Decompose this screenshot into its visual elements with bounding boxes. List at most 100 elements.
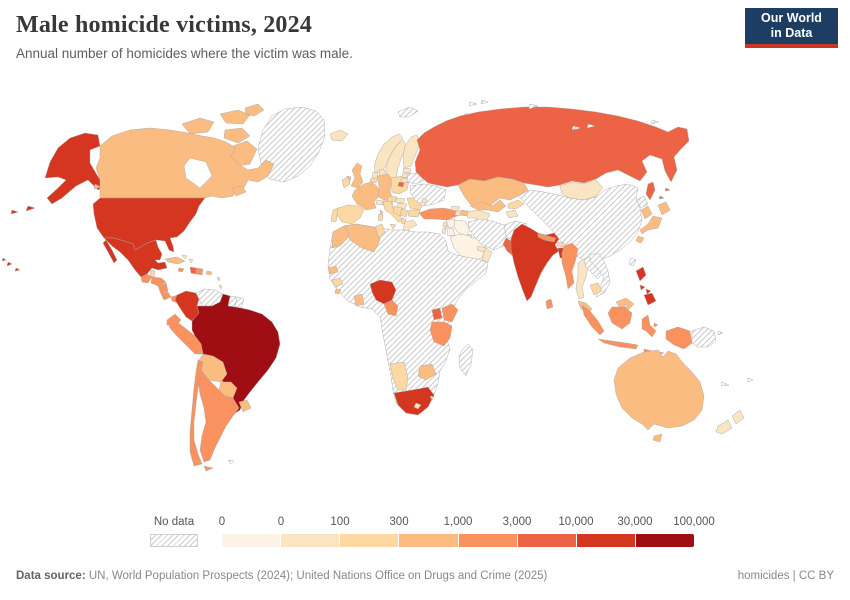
country-nicaragua[interactable]	[157, 282, 169, 295]
legend-bin-6[interactable]	[576, 534, 636, 547]
country-north-korea[interactable]	[635, 195, 649, 209]
country-bahamas[interactable]	[181, 254, 194, 264]
license-note[interactable]: homicides | CC BY	[738, 570, 834, 582]
country-lesser-antilles[interactable]	[216, 276, 223, 290]
country-ukraine[interactable]	[409, 183, 447, 207]
country-belize[interactable]	[149, 269, 156, 278]
country-netherlands[interactable]	[371, 171, 379, 179]
region-africa-no-data[interactable]	[327, 223, 489, 416]
country-fiji[interactable]	[747, 377, 754, 383]
country-newfoundland[interactable]	[93, 183, 247, 197]
country-honduras[interactable]	[150, 276, 167, 287]
country-algeria[interactable]	[343, 223, 381, 253]
country-new-caledonia[interactable]	[720, 381, 730, 387]
country-canada[interactable]	[95, 127, 275, 199]
country-jamaica[interactable]	[177, 267, 185, 273]
country-ghana[interactable]	[353, 293, 365, 307]
legend-bin-0[interactable]	[222, 534, 282, 547]
no-data-swatch[interactable]	[150, 534, 198, 547]
country-sierra-leone[interactable]	[334, 288, 342, 295]
country-china[interactable]	[517, 183, 643, 261]
country-finland[interactable]	[402, 134, 421, 169]
country-france[interactable]	[351, 181, 384, 217]
country-japan[interactable]	[635, 201, 671, 244]
country-indonesia[interactable]	[581, 304, 693, 356]
country-colombia[interactable]	[174, 290, 200, 322]
legend-bin-1[interactable]	[281, 534, 341, 547]
country-australia[interactable]	[613, 349, 705, 443]
country-hawaii[interactable]	[1, 257, 21, 272]
country-myanmar[interactable]	[561, 242, 579, 290]
country-zimbabwe[interactable]	[417, 363, 437, 381]
country-haiti[interactable]	[189, 266, 197, 275]
country-jordan[interactable]	[446, 227, 456, 237]
country-bhutan[interactable]	[556, 241, 565, 248]
country-dominican-republic[interactable]	[195, 267, 204, 276]
country-guinea[interactable]	[331, 277, 344, 288]
owid-logo[interactable]: Our World in Data	[745, 8, 838, 48]
country-spain[interactable]	[335, 204, 365, 225]
country-lesotho[interactable]	[413, 402, 422, 410]
country-greenland[interactable]	[257, 106, 326, 183]
legend-bin-4[interactable]	[458, 534, 518, 547]
country-tanzania[interactable]	[429, 321, 453, 347]
country-mongolia[interactable]	[559, 179, 604, 201]
country-new-zealand[interactable]	[715, 409, 745, 435]
country-georgia[interactable]	[450, 205, 461, 212]
country-kuwait[interactable]	[467, 233, 473, 239]
country-senegal[interactable]	[327, 265, 339, 275]
country-madagascar[interactable]	[458, 343, 474, 377]
country-south-africa[interactable]	[393, 386, 435, 416]
legend-bin-3[interactable]	[399, 534, 459, 547]
country-papua-new-guinea[interactable]	[691, 326, 724, 348]
country-cambodia[interactable]	[589, 282, 603, 296]
country-lebanon[interactable]	[442, 221, 448, 228]
country-serbia[interactable]	[399, 208, 409, 218]
country-kyrgyzstan[interactable]	[507, 199, 525, 210]
country-belgium[interactable]	[369, 177, 378, 184]
country-eswatini[interactable]	[429, 395, 435, 401]
country-franz-josef[interactable]	[468, 99, 489, 107]
country-uganda[interactable]	[431, 307, 443, 321]
country-cameroon[interactable]	[383, 299, 399, 317]
country-tajikistan[interactable]	[505, 209, 519, 219]
country-uzbekistan[interactable]	[469, 199, 507, 213]
legend-bin-2[interactable]	[340, 534, 400, 547]
legend-bin-7[interactable]	[635, 534, 694, 547]
country-brunei[interactable]	[623, 303, 629, 309]
country-siberian-islands[interactable]	[528, 103, 660, 131]
country-svalbard[interactable]	[397, 106, 419, 118]
country-armenia[interactable]	[454, 210, 462, 217]
legend-bin-5[interactable]	[517, 534, 577, 547]
country-falklands[interactable]	[227, 459, 235, 465]
country-uruguay[interactable]	[238, 399, 252, 413]
country-cuba[interactable]	[164, 256, 186, 265]
country-sri-lanka[interactable]	[545, 298, 554, 310]
country-turkey[interactable]	[418, 207, 458, 221]
country-argentina[interactable]	[197, 369, 240, 463]
country-namibia[interactable]	[389, 361, 409, 391]
country-kaliningrad[interactable]	[397, 181, 405, 188]
country-bulgaria[interactable]	[407, 209, 421, 218]
country-azerbaijan[interactable]	[459, 209, 469, 217]
country-israel[interactable]	[441, 227, 447, 235]
country-puerto-rico[interactable]	[205, 270, 213, 276]
country-moldova[interactable]	[421, 197, 428, 205]
country-portugal[interactable]	[330, 207, 339, 223]
country-peru[interactable]	[168, 321, 204, 355]
country-slovakia[interactable]	[394, 197, 406, 204]
country-india[interactable]	[510, 223, 560, 302]
country-philippines[interactable]	[635, 266, 657, 306]
country-kenya[interactable]	[441, 303, 459, 323]
country-nepal[interactable]	[537, 232, 557, 243]
country-switzerland[interactable]	[375, 199, 384, 206]
country-alaska[interactable]	[10, 132, 105, 215]
country-iraq[interactable]	[453, 219, 471, 237]
country-ireland[interactable]	[341, 176, 351, 189]
country-united-states[interactable]	[92, 197, 206, 253]
country-taiwan[interactable]	[628, 257, 637, 267]
country-uae[interactable]	[476, 245, 487, 253]
country-russia[interactable]	[414, 106, 690, 188]
country-mexico[interactable]	[102, 237, 168, 278]
country-guatemala[interactable]	[140, 273, 153, 284]
